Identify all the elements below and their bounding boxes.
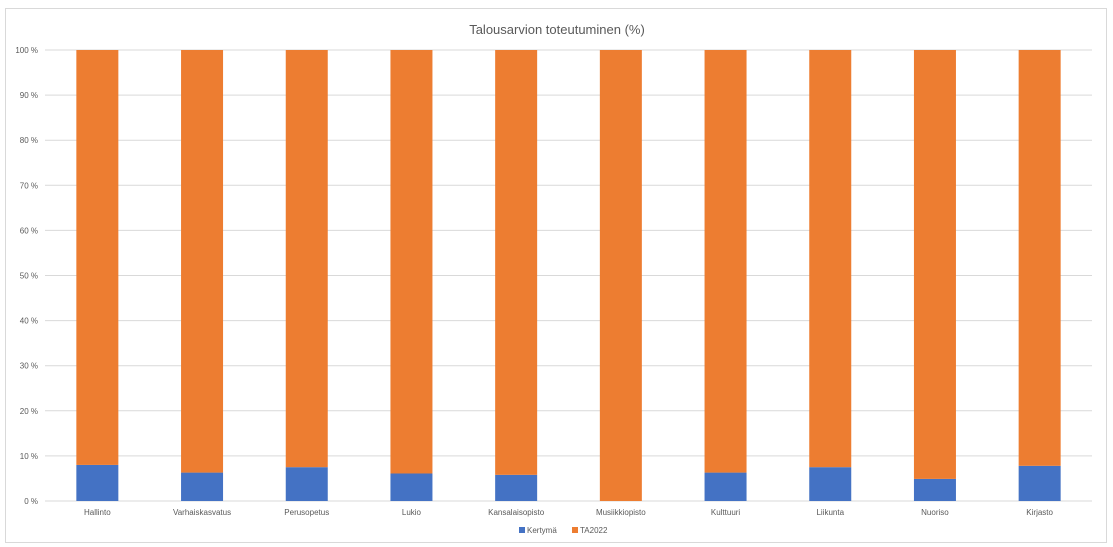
x-tick-label: Kirjasto [1026, 508, 1053, 517]
x-tick-label: Nuoriso [921, 508, 949, 517]
legend-swatch [572, 527, 578, 533]
bar-ta2022 [390, 50, 433, 474]
bar-kertym- [390, 473, 433, 501]
bar-kertym- [809, 467, 852, 501]
bar-ta2022 [599, 50, 642, 501]
x-tick-label: Perusopetus [284, 508, 329, 517]
y-tick-label: 90 % [20, 91, 38, 100]
bar-kertym- [704, 472, 747, 501]
y-tick-label: 40 % [20, 317, 38, 326]
bar-kertym- [913, 478, 956, 501]
bar-kertym- [495, 474, 538, 501]
legend-label: TA2022 [580, 526, 608, 535]
bar-ta2022 [913, 50, 956, 479]
bar-ta2022 [495, 50, 538, 475]
chart-title: Talousarvion toteutuminen (%) [469, 22, 645, 37]
legend-swatch [519, 527, 525, 533]
bar-ta2022 [181, 50, 224, 473]
bar-ta2022 [809, 50, 852, 468]
legend-label: Kertymä [527, 526, 557, 535]
x-tick-label: Kulttuuri [711, 508, 741, 517]
y-tick-label: 70 % [20, 181, 38, 190]
y-tick-label: 80 % [20, 136, 38, 145]
bar-ta2022 [76, 50, 119, 465]
x-tick-label: Lukio [402, 508, 422, 517]
y-tick-label: 50 % [20, 272, 38, 281]
y-tick-label: 10 % [20, 452, 38, 461]
x-tick-label: Hallinto [84, 508, 111, 517]
x-tick-label: Musiikkiopisto [596, 508, 646, 517]
y-tick-label: 30 % [20, 362, 38, 371]
y-tick-label: 0 % [24, 497, 38, 506]
bar-ta2022 [704, 50, 747, 473]
x-tick-label: Liikunta [816, 508, 844, 517]
bar-ta2022 [285, 50, 328, 468]
y-tick-label: 20 % [20, 407, 38, 416]
x-tick-label: Kansalaisopisto [488, 508, 545, 517]
bar-ta2022 [1018, 50, 1061, 466]
bar-kertym- [76, 464, 119, 501]
bar-kertym- [181, 472, 224, 501]
y-tick-label: 60 % [20, 226, 38, 235]
bar-kertym- [285, 467, 328, 501]
x-tick-label: Varhaiskasvatus [173, 508, 231, 517]
bar-kertym- [1018, 465, 1061, 501]
y-tick-label: 100 % [15, 46, 38, 55]
